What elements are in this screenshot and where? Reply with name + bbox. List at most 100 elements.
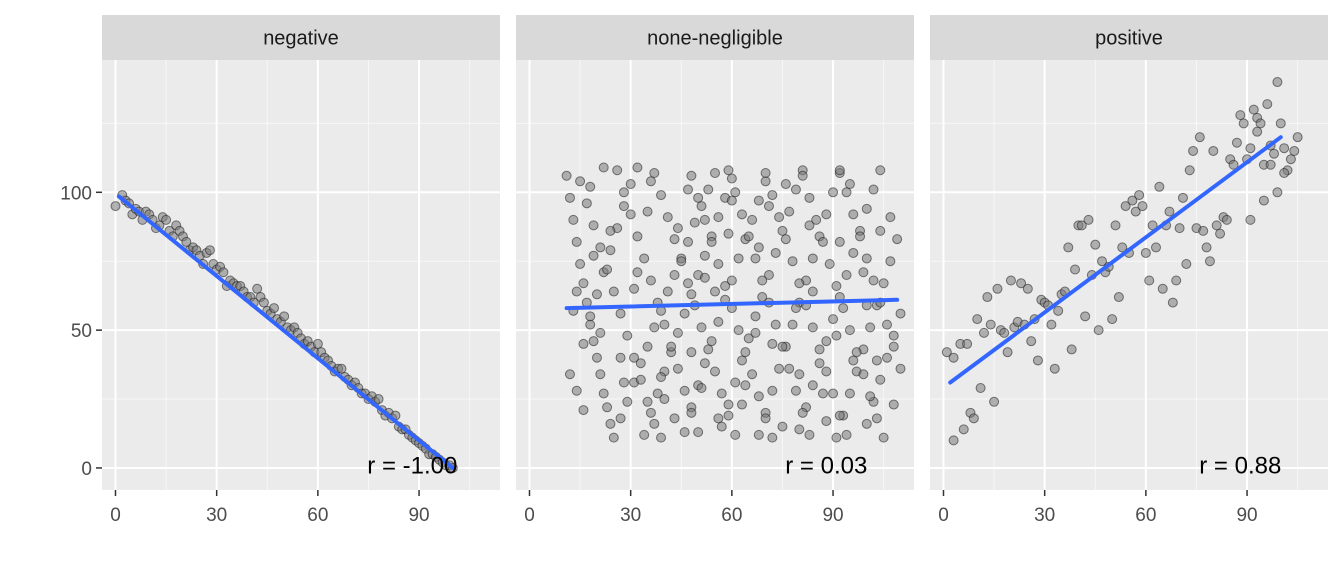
correlation-annotation: r = 0.88 — [1199, 452, 1281, 479]
data-point — [750, 311, 761, 322]
data-point — [622, 396, 633, 407]
data-point — [693, 192, 704, 203]
data-point — [649, 322, 660, 333]
data-point — [1258, 195, 1269, 206]
data-point — [871, 355, 882, 366]
data-point — [777, 341, 788, 352]
data-point — [1093, 325, 1104, 336]
data-point — [1211, 220, 1222, 231]
data-point — [632, 231, 643, 242]
data-point — [716, 421, 727, 432]
data-point — [1090, 239, 1101, 250]
data-point — [1164, 206, 1175, 217]
data-point — [615, 413, 626, 424]
data-point — [767, 190, 778, 201]
data-point — [1140, 247, 1151, 258]
data-point — [1113, 292, 1124, 303]
data-point — [972, 314, 983, 325]
data-point — [1289, 145, 1300, 156]
data-point — [218, 267, 229, 278]
data-point — [821, 209, 832, 220]
data-point — [1150, 242, 1161, 253]
data-point — [720, 281, 731, 292]
data-point — [848, 247, 859, 258]
data-point — [777, 225, 788, 236]
data-point — [1231, 137, 1242, 148]
data-point — [1265, 159, 1276, 170]
data-point — [865, 322, 876, 333]
data-point — [652, 388, 663, 399]
data-point — [804, 192, 815, 203]
data-point — [693, 427, 704, 438]
data-point — [618, 187, 629, 198]
data-point — [814, 358, 825, 369]
data-point — [1137, 201, 1148, 212]
x-tick-label: 60 — [1135, 505, 1156, 526]
data-point — [736, 209, 747, 220]
x-tick-label: 30 — [620, 505, 641, 526]
data-point — [679, 385, 690, 396]
data-point — [710, 168, 720, 179]
data-point — [1032, 355, 1043, 366]
data-point — [730, 187, 741, 198]
data-point — [743, 333, 754, 344]
data-point — [885, 256, 896, 267]
data-point — [726, 173, 737, 184]
data-point — [1201, 242, 1212, 253]
data-point — [753, 195, 764, 206]
data-point — [686, 170, 697, 181]
data-point — [784, 363, 795, 374]
data-point — [760, 413, 771, 424]
data-point — [760, 168, 771, 179]
data-point — [1130, 206, 1141, 217]
data-point — [622, 330, 633, 341]
y-tick-label: 50 — [71, 321, 92, 342]
data-point — [608, 432, 619, 443]
data-point — [838, 303, 849, 314]
data-point — [861, 418, 872, 429]
data-point — [1188, 145, 1199, 156]
x-tick-label: 30 — [1034, 505, 1055, 526]
correlation-annotation: r = -1.00 — [367, 452, 457, 479]
data-point — [1204, 256, 1215, 267]
data-point — [602, 402, 613, 413]
data-point — [1080, 311, 1091, 322]
data-point — [1157, 283, 1168, 294]
data-point — [598, 162, 609, 173]
data-point — [763, 201, 774, 212]
data-point — [615, 308, 626, 319]
data-point — [770, 247, 781, 258]
data-point — [1208, 145, 1219, 156]
data-point — [1215, 228, 1226, 239]
data-point — [1177, 192, 1188, 203]
data-point — [784, 206, 795, 217]
data-point — [882, 352, 893, 363]
data-point — [336, 363, 347, 374]
data-point — [713, 212, 724, 223]
data-point — [774, 363, 785, 374]
data-point — [723, 165, 734, 176]
data-point — [736, 355, 747, 366]
data-point — [649, 168, 660, 179]
data-point — [811, 214, 822, 225]
data-point — [659, 394, 670, 405]
x-tick-label: 90 — [1236, 505, 1257, 526]
plot-panel — [930, 60, 1328, 490]
data-point — [605, 245, 616, 256]
data-point — [1221, 214, 1232, 225]
data-point — [844, 325, 855, 336]
data-point — [753, 391, 764, 402]
data-point — [834, 410, 845, 421]
data-point — [581, 198, 592, 209]
data-point — [828, 314, 839, 325]
data-point — [1238, 118, 1249, 129]
data-point — [1002, 347, 1013, 358]
data-point — [1171, 275, 1182, 286]
data-point — [828, 388, 839, 399]
data-point — [252, 283, 263, 294]
data-point — [797, 170, 808, 181]
data-point — [824, 258, 835, 269]
data-point — [312, 338, 323, 349]
data-point — [625, 179, 636, 190]
